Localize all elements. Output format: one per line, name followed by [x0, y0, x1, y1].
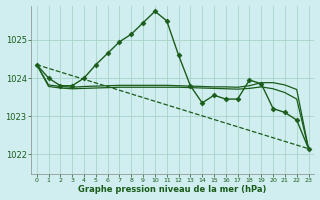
X-axis label: Graphe pression niveau de la mer (hPa): Graphe pression niveau de la mer (hPa): [78, 185, 267, 194]
